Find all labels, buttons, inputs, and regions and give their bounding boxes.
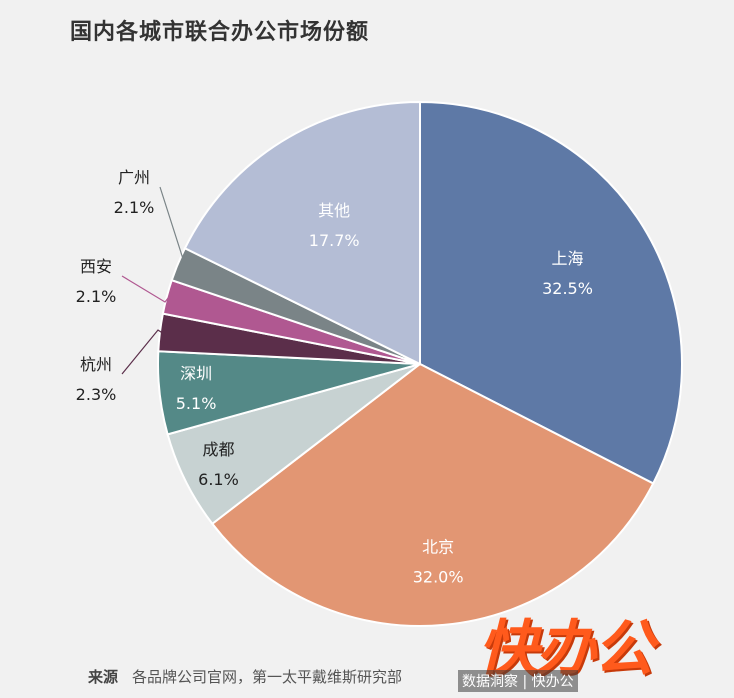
source-note: 来源 各品牌公司官网，第一太平戴维斯研究部 — [88, 666, 402, 687]
slice-value-shanghai: 32.5% — [542, 279, 593, 298]
leader-line-xian — [121, 275, 170, 303]
slice-name-shanghai: 上海 — [552, 249, 584, 268]
watermark-subtitle: 数据洞察 | 快办公 — [458, 670, 578, 692]
slice-value-xian: 2.1% — [76, 287, 117, 306]
slice-value-other: 17.7% — [309, 231, 360, 250]
leader-line-hangzhou — [121, 329, 163, 375]
leader-lines — [121, 186, 185, 375]
source-text: 各品牌公司官网，第一太平戴维斯研究部 — [132, 668, 403, 686]
slice-name-other: 其他 — [318, 201, 350, 220]
source-label: 来源 — [88, 668, 119, 686]
slice-value-shenzhen: 5.1% — [176, 394, 217, 413]
slice-value-guangzhou: 2.1% — [114, 198, 155, 217]
slice-value-beijing: 32.0% — [413, 567, 464, 586]
slice-beijing — [210, 362, 655, 627]
slice-name-beijing: 北京 — [422, 537, 454, 556]
slice-name-xian: 西安 — [80, 257, 112, 276]
chart-title: 国内各城市联合办公市场份额 — [70, 20, 370, 45]
slice-shanghai — [419, 100, 683, 485]
slice-name-chengdu: 成都 — [202, 440, 234, 459]
slice-name-hangzhou: 杭州 — [80, 355, 112, 374]
slice-value-chengdu: 6.1% — [198, 470, 239, 489]
slice-labels: 上海 32.5% 北京 32.0% 成都 6.1% 深圳 5.1% 杭州 2.3% 西安 2.1% 广州… — [76, 168, 593, 586]
pie-slices — [157, 100, 683, 627]
leader-line-guangzhou — [159, 186, 185, 266]
slice-name-shenzhen: 深圳 — [180, 364, 212, 383]
slice-name-guangzhou: 广州 — [118, 168, 150, 187]
slice-other — [183, 100, 421, 366]
slice-value-hangzhou: 2.3% — [76, 385, 117, 404]
